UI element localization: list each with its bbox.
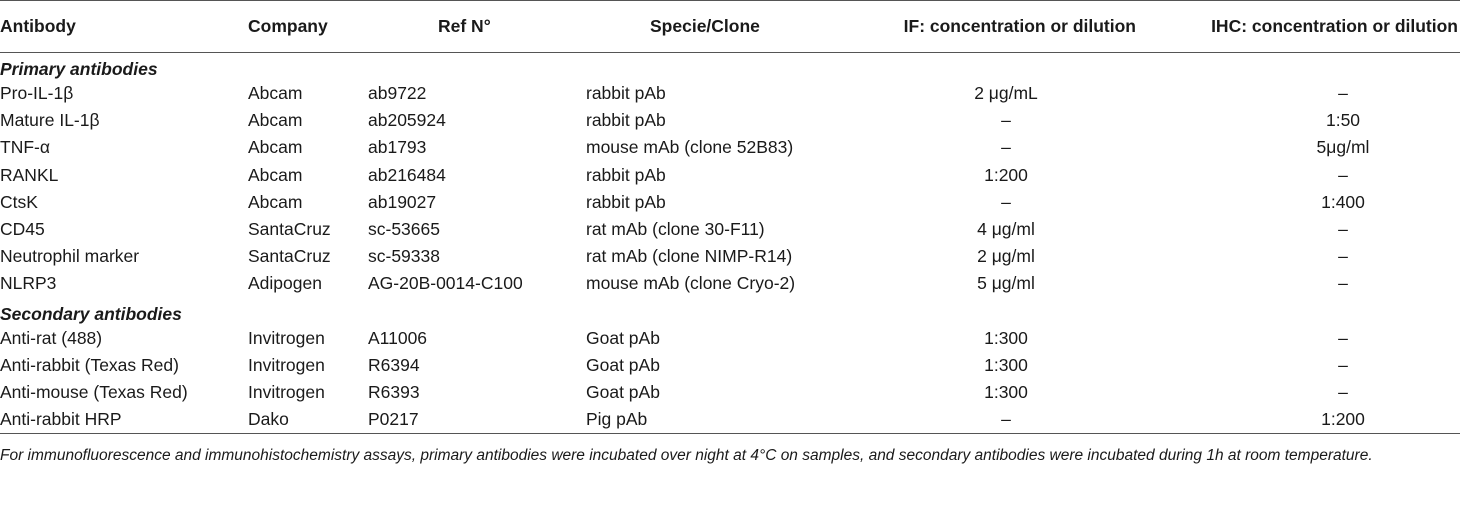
table-body: Primary antibodies Pro-IL-1β Abcam ab9722 ra… (0, 53, 1460, 434)
cell-specie-clone: mouse mAb (clone Cryo-2) (586, 273, 796, 294)
cell-antibody: Pro-IL-1β (0, 83, 74, 104)
cell-antibody: CD45 (0, 219, 45, 240)
cell-antibody: Mature IL-1β (0, 110, 100, 131)
header-company: Company (248, 0, 368, 53)
cell-specie-clone: rat mAb (clone NIMP-R14) (586, 246, 793, 267)
cell-company: Invitrogen (248, 354, 325, 375)
cell-if: – (856, 406, 1156, 434)
table-row: Mature IL-1β Abcam ab205924 rabbit pAb – 1:50 (0, 107, 1460, 134)
cell-company: Invitrogen (248, 382, 325, 403)
cell-ref: ab9722 (368, 83, 427, 104)
cell-antibody: Anti-rat (488) (0, 327, 103, 348)
header-row: Antibody Company Ref N° Specie/Clone IF:… (0, 0, 1460, 53)
cell-if: 4 μg/ml (977, 219, 1035, 240)
cell-ihc: – (1338, 354, 1348, 375)
cell-antibody: Anti-mouse (Texas Red) (0, 382, 188, 403)
header-ref: Ref N° (368, 0, 586, 53)
cell-ihc: – (1338, 327, 1348, 348)
cell-specie-clone: Goat pAb (586, 354, 660, 375)
cell-ref: AG-20B-0014-C100 (368, 273, 523, 294)
cell-if: 1:300 (984, 327, 1028, 348)
section-header-row: Primary antibodies (0, 53, 1460, 81)
header-if-concentration: IF: concentration or dilution (856, 0, 1156, 53)
cell-ihc: – (1338, 83, 1348, 104)
cell-specie-clone: rabbit pAb (586, 110, 666, 131)
cell-specie-clone: rabbit pAb (586, 83, 666, 104)
cell-specie-clone: Pig pAb (586, 406, 856, 434)
cell-antibody: Neutrophil marker (0, 246, 140, 267)
cell-ihc: – (1338, 246, 1348, 267)
table-row: Anti-rabbit (Texas Red) Invitrogen R6394 Go… (0, 352, 1460, 379)
cell-company: Abcam (248, 137, 303, 158)
cell-antibody: Anti-rabbit (Texas Red) (0, 354, 179, 375)
cell-specie-clone: Goat pAb (586, 382, 660, 403)
cell-ihc: – (1338, 219, 1348, 240)
cell-ihc: 5μg/ml (1316, 137, 1370, 158)
cell-specie-clone: rat mAb (clone 30-F11) (586, 219, 765, 240)
header-ihc-concentration: IHC: concentration or dilution (1156, 0, 1460, 53)
cell-if: 1:300 (984, 382, 1028, 403)
cell-ref: R6393 (368, 382, 420, 403)
cell-specie-clone: rabbit pAb (586, 164, 666, 185)
cell-if: – (1001, 191, 1011, 212)
cell-company: Abcam (248, 191, 303, 212)
cell-ref: sc-53665 (368, 219, 440, 240)
cell-ihc: 1:200 (1156, 406, 1460, 434)
cell-if: 1:300 (984, 354, 1028, 375)
cell-if: – (1001, 110, 1011, 131)
table-row: TNF-α Abcam ab1793 mouse mAb (clone 52B83) –… (0, 134, 1460, 161)
table-row: Anti-rat (488) Invitrogen A11006 Goat pAb 1:… (0, 325, 1460, 352)
table-row: Neutrophil marker SantaCruz sc-59338 rat mA… (0, 243, 1460, 270)
header-specie-clone: Specie/Clone (586, 0, 856, 53)
cell-ihc: 1:50 (1325, 110, 1361, 131)
cell-ref: ab1793 (368, 137, 427, 158)
cell-antibody: RANKL (0, 164, 59, 185)
cell-company: Abcam (248, 83, 303, 104)
cell-ref: A11006 (368, 327, 428, 348)
cell-ihc: – (1338, 382, 1348, 403)
cell-company: SantaCruz (248, 246, 331, 267)
cell-specie-clone: Goat pAb (586, 327, 660, 348)
cell-company: SantaCruz (248, 219, 331, 240)
table-row: CtsK Abcam ab19027 rabbit pAb – 1:400 (0, 189, 1460, 216)
cell-ihc: 1:400 (1321, 191, 1365, 212)
cell-if: 5 μg/ml (977, 273, 1035, 294)
cell-if: 2 μg/mL (974, 83, 1038, 104)
antibody-table: Antibody Company Ref N° Specie/Clone IF:… (0, 0, 1460, 434)
cell-if: 1:200 (984, 164, 1028, 185)
table-row: RANKL Abcam ab216484 rabbit pAb 1:200 – (0, 162, 1460, 189)
cell-ihc: – (1338, 273, 1348, 294)
cell-antibody: Anti-rabbit HRP (0, 406, 248, 434)
cell-company: Abcam (248, 110, 303, 131)
cell-ihc: – (1338, 164, 1348, 185)
cell-company: Dako (248, 406, 368, 434)
cell-ref: sc-59338 (368, 246, 440, 267)
cell-ref: R6394 (368, 354, 420, 375)
cell-antibody: TNF-α (0, 137, 50, 158)
section-title: Primary antibodies (0, 59, 158, 79)
table-row: CD45 SantaCruz sc-53665 rat mAb (clone 30-F… (0, 216, 1460, 243)
cell-company: Adipogen (248, 273, 322, 294)
cell-antibody: CtsK (0, 191, 38, 212)
cell-company: Invitrogen (248, 327, 325, 348)
header-antibody: Antibody (0, 0, 248, 53)
table-row: NLRP3 Adipogen AG-20B-0014-C100 mouse mAb (… (0, 270, 1460, 297)
cell-company: Abcam (248, 164, 303, 185)
cell-ref: ab205924 (368, 110, 446, 131)
table-row: Anti-mouse (Texas Red) Invitrogen R6393 Goa… (0, 379, 1460, 406)
cell-ref: ab216484 (368, 164, 446, 185)
cell-specie-clone: mouse mAb (clone 52B83) (586, 137, 794, 158)
section-header-row: Secondary antibodies (0, 298, 1460, 325)
table-row: Pro-IL-1β Abcam ab9722 rabbit pAb 2 μg/mL – (0, 80, 1460, 107)
cell-ref: ab19027 (368, 191, 437, 212)
cell-specie-clone: rabbit pAb (586, 191, 666, 212)
cell-if: 2 μg/ml (977, 246, 1035, 267)
section-title: Secondary antibodies (0, 303, 182, 324)
table-row: Anti-rabbit HRP Dako P0217 Pig pAb –1:200 (0, 406, 1460, 434)
cell-if: – (1001, 137, 1011, 158)
table-footnote: For immunofluorescence and immunohistoch… (0, 447, 1373, 464)
cell-ref: P0217 (368, 406, 586, 434)
cell-antibody: NLRP3 (0, 273, 57, 294)
